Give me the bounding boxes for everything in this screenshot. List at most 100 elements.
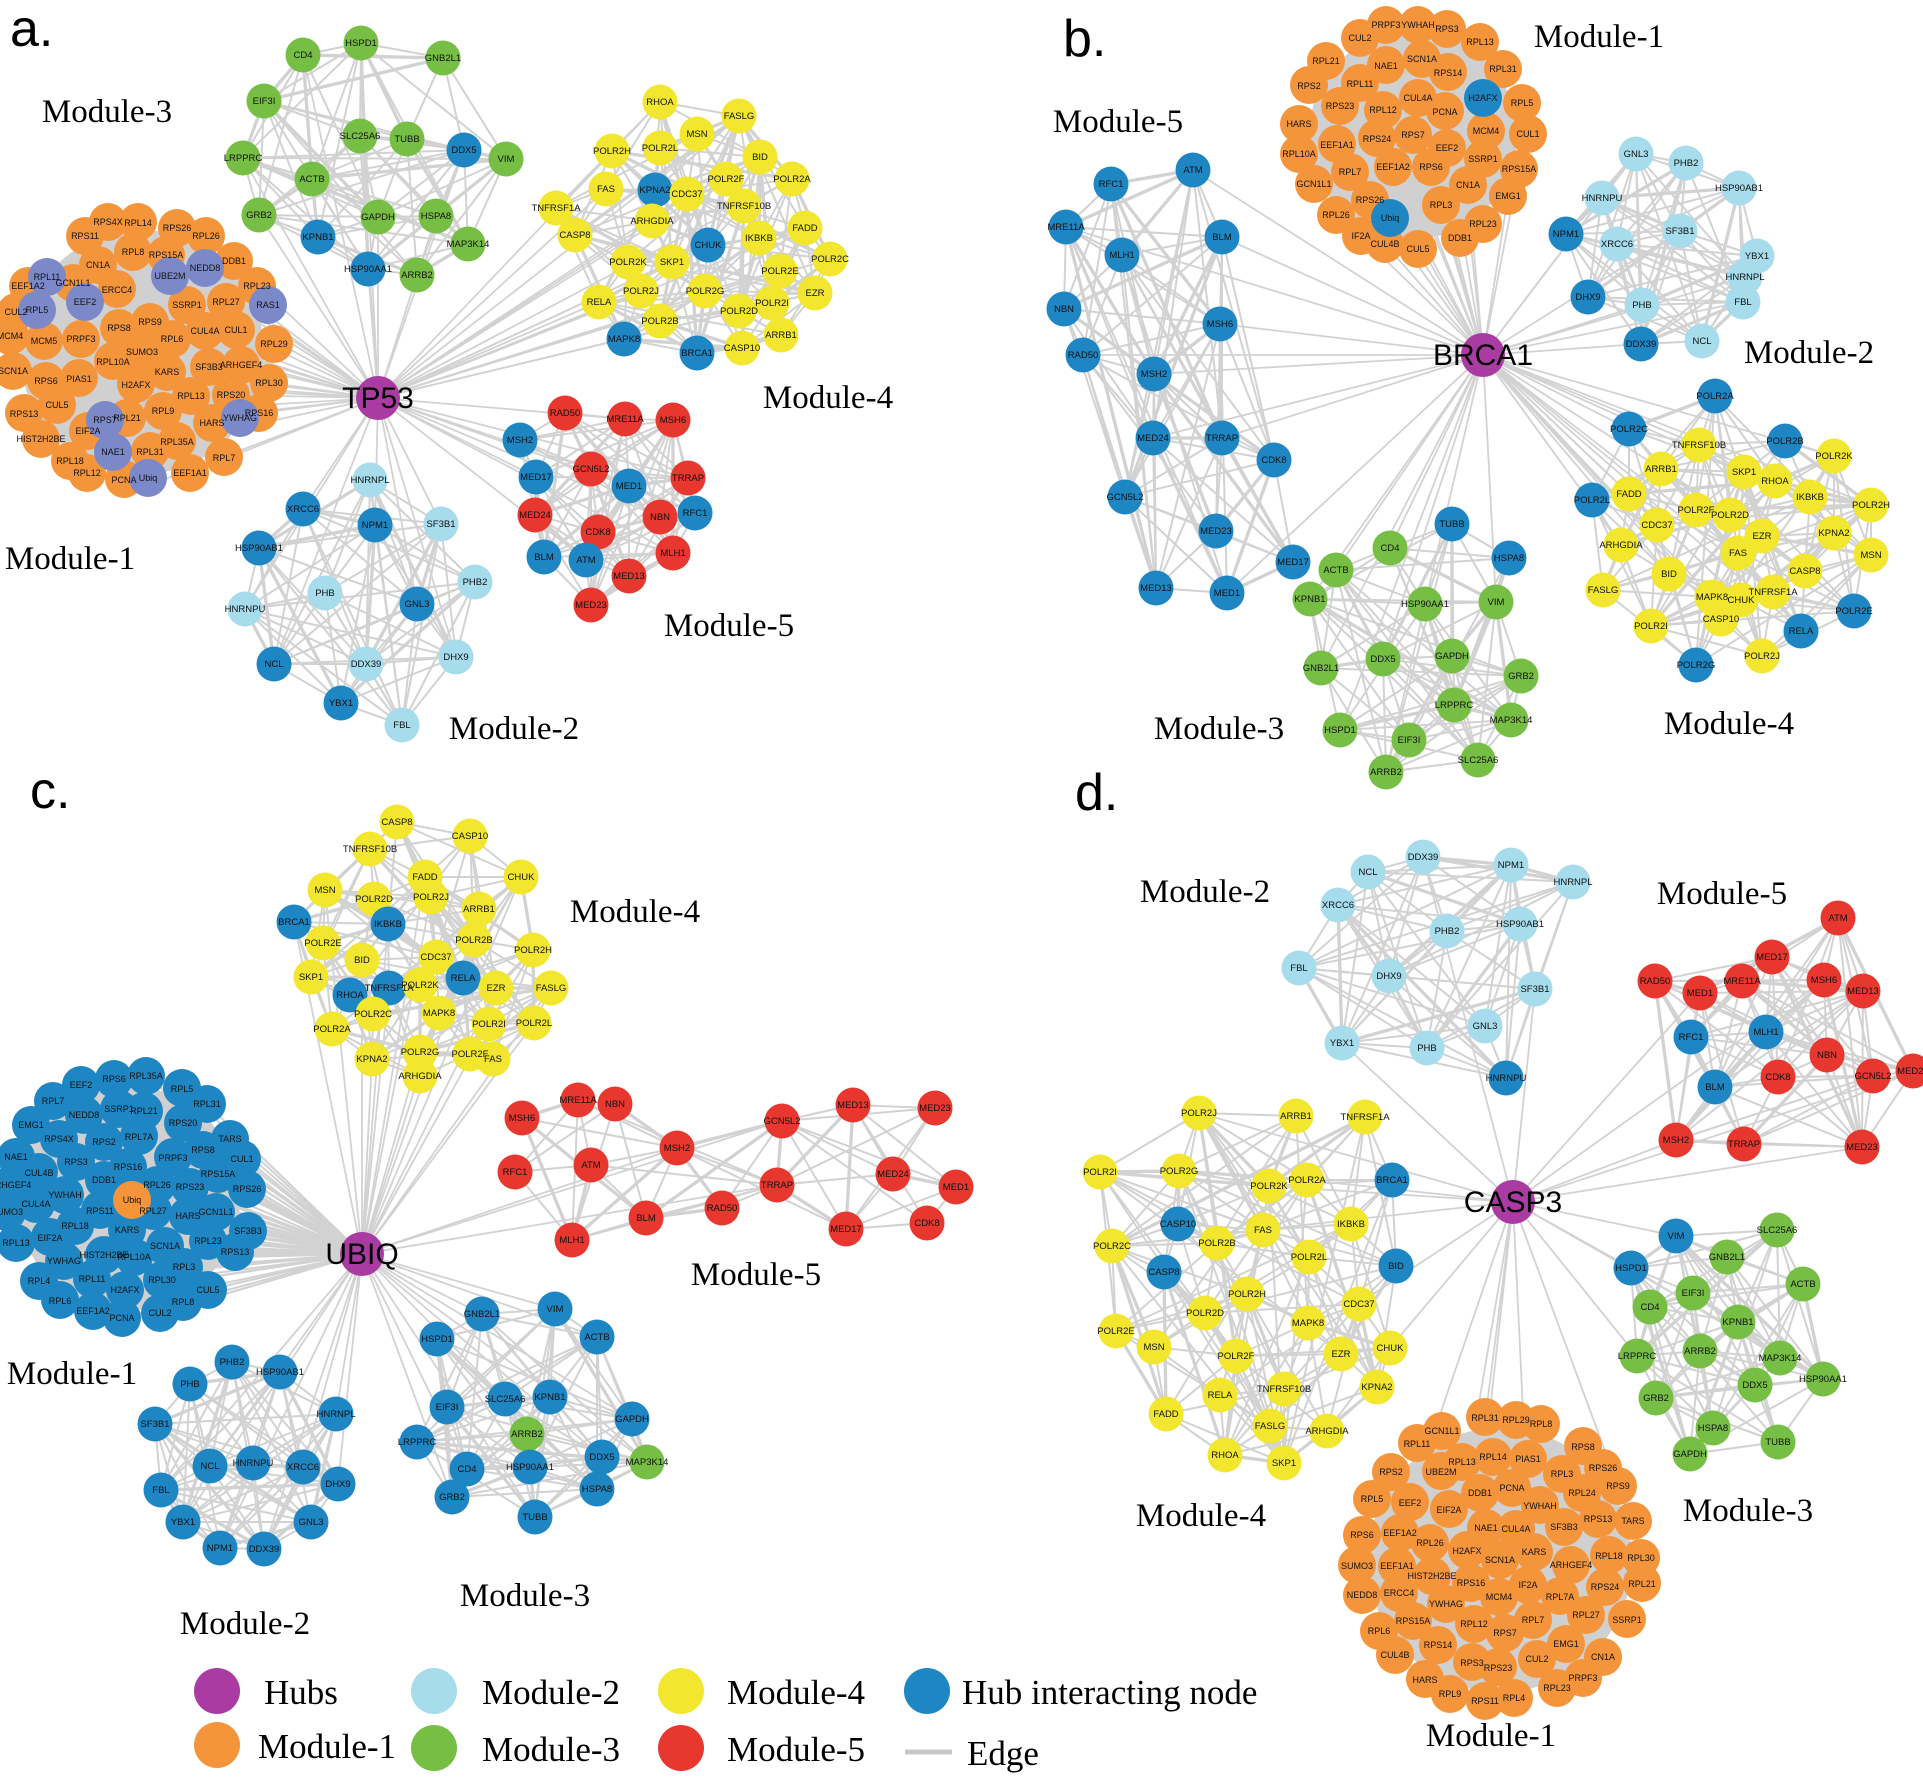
svg-text:CN1A: CN1A [1456, 180, 1480, 190]
svg-text:Module-2: Module-2 [1744, 335, 1874, 371]
svg-text:RPL10A: RPL10A [96, 357, 130, 367]
svg-text:EMG1: EMG1 [18, 1120, 44, 1130]
svg-text:HIST2H2BE: HIST2H2BE [16, 434, 65, 444]
svg-text:KARS: KARS [115, 1225, 140, 1235]
svg-text:MED23: MED23 [1846, 1142, 1878, 1153]
svg-text:RPL4: RPL4 [28, 1276, 51, 1286]
svg-text:DDX39: DDX39 [249, 1544, 280, 1555]
svg-text:POLR2K: POLR2K [401, 980, 439, 991]
svg-text:ARRB1: ARRB1 [1645, 464, 1677, 475]
svg-text:DDX39: DDX39 [1408, 852, 1439, 863]
svg-text:RPL7: RPL7 [213, 453, 236, 463]
svg-text:RPS14: RPS14 [1434, 68, 1463, 78]
svg-text:TUBB: TUBB [522, 1512, 547, 1523]
svg-text:MSH2: MSH2 [1141, 369, 1167, 380]
svg-text:POLR2A: POLR2A [313, 1024, 351, 1035]
svg-text:CUL1: CUL1 [230, 1154, 253, 1164]
svg-text:CUL2: CUL2 [1348, 33, 1371, 43]
svg-text:BLM: BLM [1705, 1082, 1725, 1093]
svg-text:TRRAP: TRRAP [1206, 433, 1238, 444]
svg-text:DDB1: DDB1 [92, 1175, 116, 1185]
svg-text:RPL5: RPL5 [171, 1084, 194, 1094]
svg-text:MAP3K14: MAP3K14 [1759, 1353, 1802, 1364]
svg-text:RPS6: RPS6 [1419, 162, 1443, 172]
svg-text:GAPDH: GAPDH [1435, 651, 1469, 662]
svg-text:MAP3K14: MAP3K14 [626, 1457, 669, 1468]
svg-text:Module-5: Module-5 [727, 1730, 865, 1769]
svg-text:SSRP1: SSRP1 [1612, 1615, 1642, 1625]
svg-text:POLR2H: POLR2H [1228, 1289, 1266, 1300]
svg-text:TARS: TARS [1621, 1516, 1644, 1526]
svg-text:RPL26: RPL26 [1322, 210, 1350, 220]
svg-text:POLR2B: POLR2B [641, 316, 679, 327]
svg-text:PHB: PHB [1417, 1043, 1437, 1054]
svg-text:POLR2F: POLR2F [1678, 505, 1715, 516]
svg-text:POLR2A: POLR2A [1288, 1175, 1326, 1186]
svg-text:MSH2: MSH2 [664, 1143, 690, 1154]
svg-text:EEF2: EEF2 [1399, 1498, 1422, 1508]
svg-text:RPL21: RPL21 [130, 1106, 158, 1116]
svg-text:CHUK: CHUK [508, 872, 536, 883]
svg-text:ARRB2: ARRB2 [401, 270, 433, 281]
svg-text:RPS3: RPS3 [1435, 24, 1459, 34]
svg-text:KPNB1: KPNB1 [1722, 1317, 1753, 1328]
svg-text:IF2A: IF2A [1351, 231, 1370, 241]
svg-text:RPL30: RPL30 [255, 378, 283, 388]
svg-text:RPL7: RPL7 [1522, 1615, 1545, 1625]
svg-text:RAD50: RAD50 [1068, 350, 1099, 361]
svg-text:GCN5L2: GCN5L2 [1107, 492, 1144, 503]
svg-text:RPL11: RPL11 [1347, 79, 1374, 89]
svg-text:ATM: ATM [581, 1160, 600, 1171]
svg-text:Module-3: Module-3 [1154, 711, 1284, 747]
svg-text:FADD: FADD [412, 872, 437, 883]
svg-text:EZR: EZR [1753, 531, 1772, 542]
svg-text:RPS13: RPS13 [221, 1247, 250, 1257]
svg-text:Module-1: Module-1 [258, 1727, 396, 1766]
svg-text:DDX5: DDX5 [1370, 654, 1395, 665]
svg-text:RPS11: RPS11 [86, 1206, 114, 1216]
svg-text:EIF3I: EIF3I [1398, 735, 1421, 746]
svg-text:POLR2J: POLR2J [623, 286, 659, 297]
svg-text:RPS2: RPS2 [92, 1137, 116, 1147]
svg-text:POLR2H: POLR2H [514, 945, 552, 956]
svg-text:HSPA8: HSPA8 [421, 211, 451, 222]
svg-text:Module-2: Module-2 [482, 1673, 620, 1712]
svg-text:KPNB1: KPNB1 [1294, 594, 1325, 605]
svg-text:KPNA2: KPNA2 [639, 185, 670, 196]
svg-text:Ubiq: Ubiq [139, 473, 158, 483]
svg-text:ARHGEF4: ARHGEF4 [220, 360, 263, 370]
svg-text:DDX5: DDX5 [589, 1452, 614, 1463]
svg-text:RPL7: RPL7 [42, 1096, 65, 1106]
svg-text:MSH2: MSH2 [1663, 1135, 1689, 1146]
svg-text:YWHAG: YWHAG [47, 1256, 81, 1266]
svg-text:TNFRSF10B: TNFRSF10B [1257, 1384, 1311, 1395]
svg-text:EEF2: EEF2 [74, 297, 97, 307]
svg-text:EEF1A2: EEF1A2 [1376, 162, 1410, 172]
svg-text:SUMO3: SUMO3 [1341, 1561, 1373, 1571]
svg-text:GCN1L1: GCN1L1 [55, 278, 90, 288]
svg-text:RPS23: RPS23 [1484, 1663, 1513, 1673]
svg-text:TUBB: TUBB [1439, 519, 1464, 530]
svg-text:RPL14: RPL14 [124, 218, 152, 228]
svg-text:RPS7: RPS7 [93, 415, 117, 425]
svg-text:CD4: CD4 [1380, 543, 1399, 554]
svg-text:RPL14: RPL14 [1479, 1452, 1507, 1462]
svg-text:PHB2: PHB2 [1435, 926, 1460, 937]
svg-text:RPL31: RPL31 [193, 1099, 221, 1109]
svg-text:RFC1: RFC1 [1679, 1032, 1704, 1043]
svg-text:RPL23: RPL23 [1469, 219, 1497, 229]
svg-text:MED1: MED1 [1687, 988, 1713, 999]
svg-text:RPL23: RPL23 [194, 1236, 222, 1246]
svg-text:RPL31: RPL31 [1489, 64, 1517, 74]
svg-text:POLR2L: POLR2L [642, 143, 678, 154]
svg-text:MED1: MED1 [943, 1182, 969, 1193]
svg-text:NEDD8: NEDD8 [1347, 1590, 1378, 1600]
svg-text:POLR2H: POLR2H [593, 146, 631, 157]
svg-text:RPL12: RPL12 [1460, 1619, 1488, 1629]
svg-text:RPS16: RPS16 [114, 1162, 143, 1172]
svg-text:CASP8: CASP8 [1789, 566, 1820, 577]
svg-text:CDK8: CDK8 [585, 527, 610, 538]
svg-text:TUBB: TUBB [394, 134, 419, 145]
svg-text:BLM: BLM [1212, 232, 1232, 243]
svg-text:ERCC4: ERCC4 [102, 285, 133, 295]
